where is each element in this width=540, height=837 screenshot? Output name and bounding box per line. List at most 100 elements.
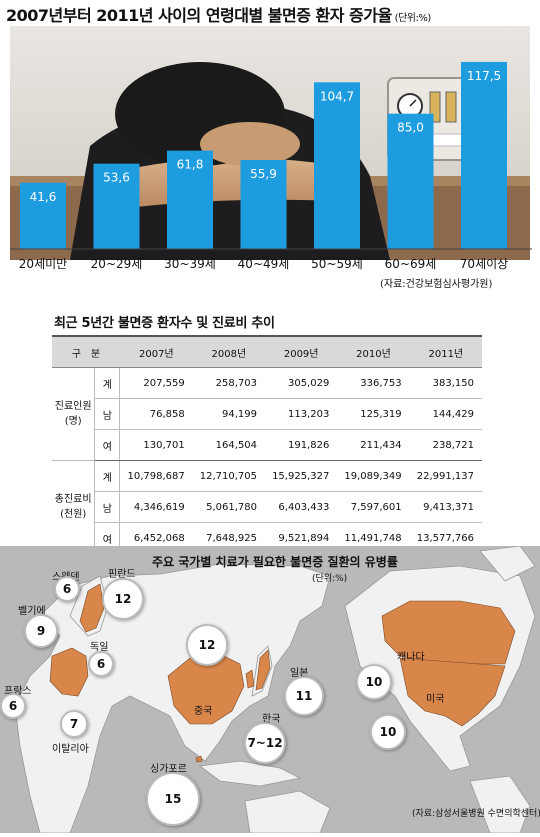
- row-sub-label: 남: [94, 398, 121, 430]
- table-cell: 207,559: [119, 367, 193, 399]
- bar: [461, 61, 507, 249]
- group-label: 진료인원: [54, 401, 92, 412]
- table-cell: 305,029: [265, 367, 338, 399]
- country-label-singapore: 싱가포르: [150, 764, 187, 775]
- data-table: 구 분 2007년 2008년 2009년 2010년 2011년 진료인원 (명…: [52, 335, 482, 554]
- table-cell: 191,826: [265, 429, 338, 461]
- bar: [314, 82, 360, 249]
- table-cell: 125,319: [337, 398, 410, 430]
- table-cell: 6,403,433: [265, 491, 338, 523]
- row-sub-label: 남: [94, 491, 121, 523]
- country-label-belgium: 벨기에: [18, 606, 46, 617]
- table-row: 여 130,701 164,504 191,826 211,434 238,721: [52, 429, 482, 461]
- table-cell: 238,721: [409, 429, 482, 461]
- table-row: 총진료비 (천원) 계 10,798,687 12,710,705 15,925,327 1…: [52, 460, 482, 554]
- usa-highlight: [399, 657, 506, 727]
- chart-source: (자료:건강보험심사평가원): [380, 279, 493, 290]
- country-label-canada: 캐나다: [397, 652, 425, 663]
- table-row: 진료인원 (명) 계 207,559 258,703 305,029 336,753 383,…: [52, 367, 482, 461]
- table-cell: 76,858: [119, 398, 193, 430]
- indonesia-landmass: [198, 760, 302, 787]
- greenland-landmass: [479, 545, 536, 582]
- group-unit: (명): [64, 416, 82, 427]
- table-cell: 7,597,601: [337, 491, 410, 523]
- row-sub-label: 여: [94, 429, 121, 461]
- table-row: 여 6,452,068 7,648,925 9,521,894 11,491,748 13…: [52, 522, 482, 554]
- country-label-germany: 독일: [90, 642, 109, 653]
- year-header: 2009년: [265, 335, 338, 368]
- x-tick-label: 40~49세: [238, 257, 290, 271]
- x-tick-label: 50~59세: [311, 257, 363, 271]
- year-header: 2008년: [192, 335, 266, 368]
- table-cell: 130,701: [119, 429, 193, 461]
- table-cell: 164,504: [192, 429, 266, 461]
- table-cell: 211,434: [337, 429, 410, 461]
- year-header: 2010년: [337, 335, 410, 368]
- group-label: 총진료비: [54, 494, 92, 505]
- chart-title-text: 2007년부터 2011년 사이의 연령대별 불면증 환자 증가율: [6, 6, 392, 25]
- bar-value-label: 41,6: [30, 190, 57, 204]
- bubble-italy: 7: [60, 710, 88, 738]
- bar-chart: 41,6 53,6 61,8 55,9 104,7 85,0 117,5 20세미만 20~2…: [10, 61, 532, 271]
- bar-value-label: 85,0: [397, 121, 424, 135]
- japan-highlight: [255, 649, 271, 691]
- chart-unit: (단위:%): [394, 13, 432, 24]
- row-sub-label: 계: [94, 460, 121, 492]
- australia-landmass: [244, 790, 331, 834]
- table-cell: 383,150: [409, 367, 482, 399]
- canada-highlight: [381, 600, 516, 665]
- country-label-japan: 일본: [290, 668, 309, 679]
- table-cell: 4,346,619: [119, 491, 193, 523]
- table-title: 최근 5년간 불면증 환자수 및 진료비 추이: [54, 316, 275, 331]
- table-cell: 5,061,780: [192, 491, 266, 523]
- row-sub-label: 계: [94, 367, 121, 399]
- bubble-china: 12: [186, 624, 228, 666]
- group-unit: (천원): [60, 509, 87, 520]
- table-cell: 113,203: [265, 398, 338, 430]
- bubble-korea: 7~12: [244, 722, 286, 764]
- bar: [167, 150, 213, 249]
- bar-value-label: 61,8: [177, 158, 204, 172]
- table-cell: 336,753: [337, 367, 410, 399]
- table-cell: 12,710,705: [192, 460, 266, 492]
- map-title: 주요 국가별 치료가 필요한 불면증 질환의 유병률: [152, 555, 398, 569]
- bar: [387, 113, 434, 250]
- table-header-row: 구 분 2007년 2008년 2009년 2010년 2011년: [52, 335, 482, 368]
- bar-value-label: 53,6: [103, 171, 130, 185]
- world-map: [0, 545, 540, 834]
- year-header: 2011년: [409, 335, 482, 368]
- country-label-france: 프랑스: [4, 686, 32, 697]
- table-cell: 94,199: [192, 398, 266, 430]
- table-cell: 19,089,349: [337, 460, 410, 492]
- table-cell: 22,991,137: [409, 460, 482, 492]
- table-cell: 144,429: [409, 398, 482, 430]
- country-label-usa: 미국: [426, 694, 445, 705]
- country-label-korea: 한국: [262, 714, 281, 725]
- bubble-japan: 11: [284, 676, 324, 716]
- korea-highlight: [245, 669, 255, 689]
- table-cell: 9,413,371: [409, 491, 482, 523]
- bubble-germany: 6: [88, 651, 114, 677]
- bar: [20, 182, 66, 249]
- bubble-finland: 12: [102, 578, 144, 620]
- x-tick-label: 30~39세: [164, 257, 216, 271]
- bar-value-label: 104,7: [320, 89, 354, 103]
- table-row: 남 4,346,619 5,061,780 6,403,433 7,597,601 9,4…: [52, 491, 482, 523]
- singapore-highlight: [195, 755, 203, 763]
- bubble-belgium: 9: [24, 614, 58, 648]
- table-cell: 15,925,327: [265, 460, 338, 492]
- table-header-label: 구 분: [52, 335, 120, 368]
- country-label-finland: 핀란드: [108, 569, 136, 580]
- bar-value-label: 55,9: [250, 167, 277, 181]
- table-cell: 258,703: [192, 367, 266, 399]
- country-label-italy: 이탈리아: [52, 744, 89, 755]
- map-source: (자료:삼성서울병원 수면의학센터): [412, 809, 540, 819]
- bubble-canada: 10: [356, 664, 392, 700]
- bubble-usa: 10: [370, 714, 406, 750]
- x-tick-label: 70세이상: [460, 257, 508, 271]
- bar: [93, 163, 140, 249]
- western-europe-highlight: [49, 647, 89, 697]
- year-header: 2007년: [119, 335, 193, 368]
- row-group-label: 진료인원 (명): [52, 367, 96, 461]
- bar: [240, 160, 287, 249]
